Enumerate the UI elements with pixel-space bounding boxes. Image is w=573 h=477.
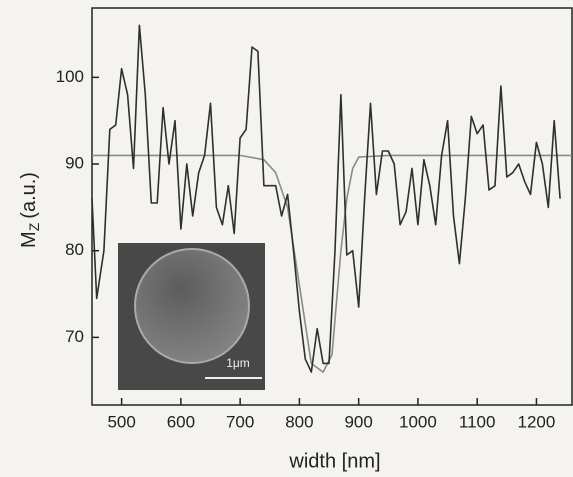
- y-tick-label: 100: [56, 67, 84, 86]
- y-tick-label: 90: [65, 154, 84, 173]
- y-label-rest: (a.u.): [18, 172, 40, 219]
- y-tick-label: 70: [65, 327, 84, 346]
- x-tick-label: 1200: [518, 412, 556, 431]
- y-axis-label: MZ (a.u.): [18, 172, 41, 248]
- x-tick-label: 700: [226, 412, 254, 431]
- x-tick-label: 1100: [459, 412, 496, 431]
- data-line: [92, 154, 572, 373]
- x-tick-label: 1000: [399, 412, 437, 431]
- data-line: [91, 24, 561, 373]
- inset-image: 1μm: [118, 243, 265, 390]
- y-label-sub: Z: [26, 222, 42, 231]
- x-tick-label: 800: [285, 412, 313, 431]
- x-tick-label: 500: [107, 412, 135, 431]
- x-tick-label: 900: [344, 412, 372, 431]
- inset-disc: [134, 248, 250, 364]
- x-tick-label: 600: [167, 412, 195, 431]
- y-label-main: M: [18, 231, 40, 248]
- scale-bar-label: 1μm: [226, 356, 250, 370]
- x-axis-label: width [nm]: [288, 450, 380, 472]
- y-tick-label: 80: [65, 240, 84, 259]
